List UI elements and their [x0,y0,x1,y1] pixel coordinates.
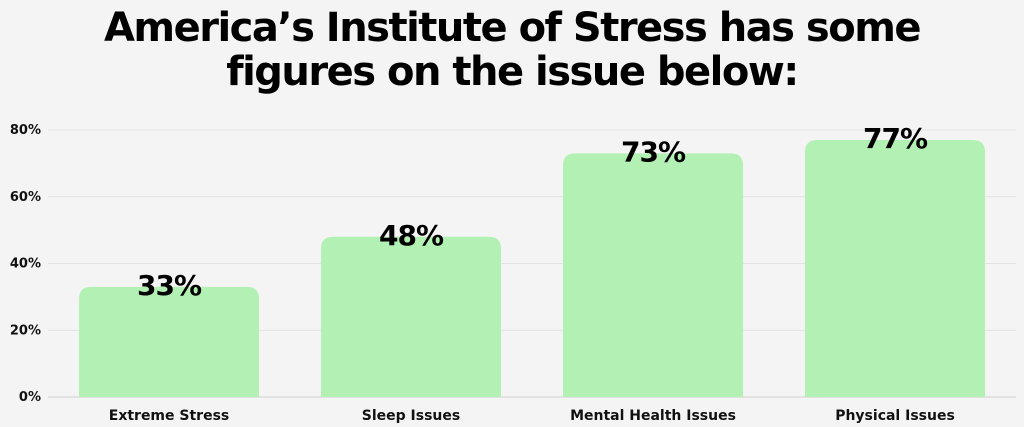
data-label-0: 33% [137,269,202,302]
chart-title-line-2: figures on the issue below: [226,49,799,95]
y-tick-label-80: 80% [10,123,41,138]
data-label-3: 77% [863,122,928,155]
x-tick-label-0: Extreme Stress [109,408,229,424]
y-tick-label-0: 0% [19,390,41,405]
y-tick-label-60: 60% [10,190,41,205]
x-tick-label-3: Physical Issues [835,408,955,424]
x-tick-label-2: Mental Health Issues [570,408,736,424]
y-tick-label-20: 20% [10,323,41,338]
y-tick-label-40: 40% [10,257,41,272]
data-label-1: 48% [379,219,444,252]
x-tick-label-1: Sleep Issues [362,408,460,424]
bar-mental-health-issues [563,153,743,397]
bar-sleep-issues [321,236,501,397]
bar-physical-issues [805,140,985,397]
data-label-2: 73% [621,135,686,168]
chart-title-line-1: America’s Institute of Stress has some [103,5,922,51]
bar-extreme-stress [79,286,259,397]
chart-title: America’s Institute of Stress has some f… [0,6,1024,94]
